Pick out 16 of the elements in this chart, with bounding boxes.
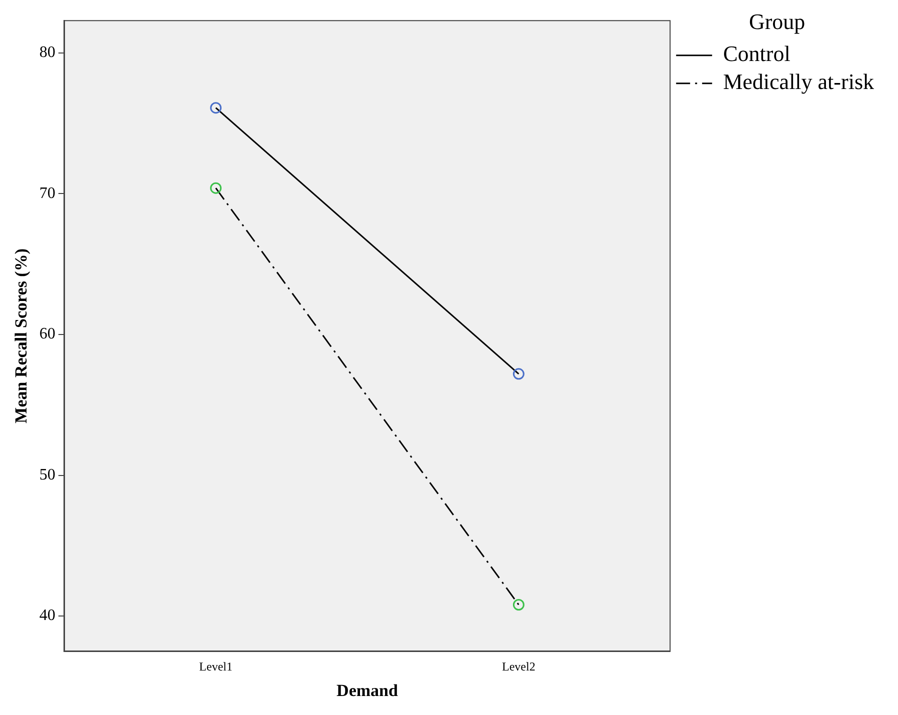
x-tick-label: Level1 bbox=[199, 660, 232, 674]
legend-label: Control bbox=[723, 41, 790, 66]
y-tick-label: 70 bbox=[39, 184, 56, 202]
y-tick-label: 40 bbox=[39, 607, 56, 624]
point bbox=[512, 599, 524, 610]
point bbox=[210, 102, 222, 114]
legend-label: Medically at-risk bbox=[723, 69, 874, 94]
point bbox=[512, 368, 524, 380]
x-tick-label: Level2 bbox=[502, 660, 536, 674]
y-axis-title: Mean Recall Scores (%) bbox=[12, 248, 31, 424]
x-axis-title: Demand bbox=[336, 681, 398, 700]
y-tick-label: 60 bbox=[39, 326, 56, 343]
point bbox=[210, 182, 222, 194]
y-tick-label: 80 bbox=[39, 44, 56, 62]
legend-title: Group bbox=[748, 8, 806, 34]
y-tick-label: 50 bbox=[39, 466, 56, 484]
